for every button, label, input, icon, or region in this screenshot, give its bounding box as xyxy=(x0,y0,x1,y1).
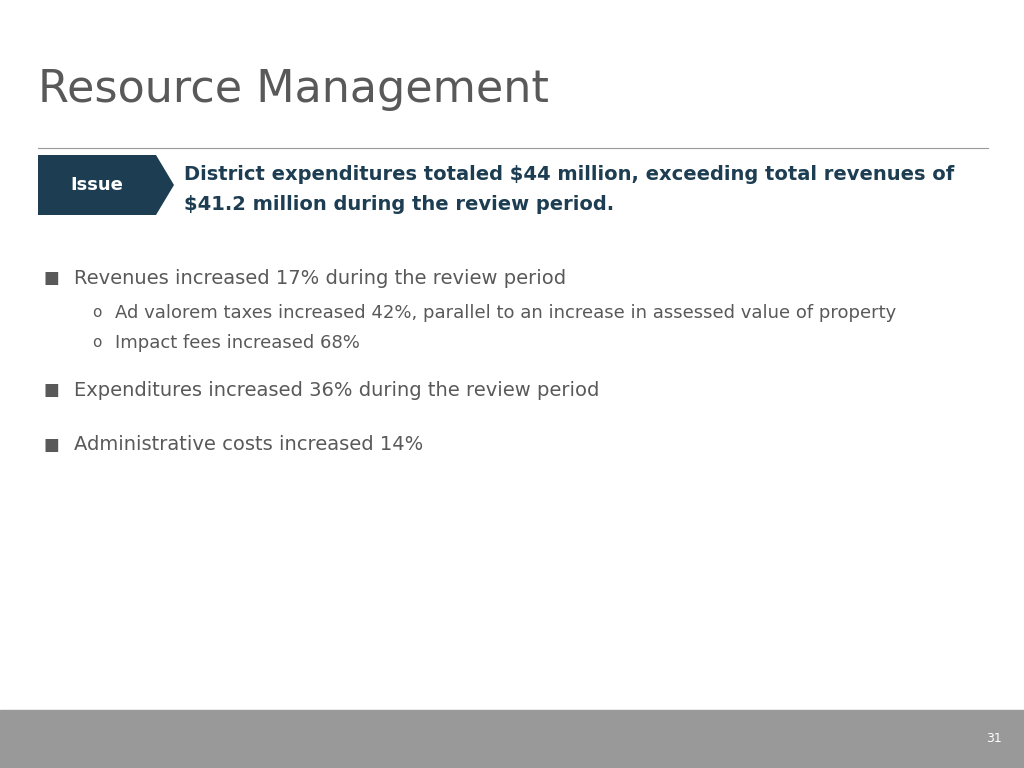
Text: Ad valorem taxes increased 42%, parallel to an increase in assessed value of pro: Ad valorem taxes increased 42%, parallel… xyxy=(115,304,896,322)
Text: $41.2 million during the review period.: $41.2 million during the review period. xyxy=(184,196,614,214)
Text: Resource Management: Resource Management xyxy=(38,68,549,111)
Text: ■: ■ xyxy=(43,436,58,454)
Text: Impact fees increased 68%: Impact fees increased 68% xyxy=(115,334,359,352)
Text: Revenues increased 17% during the review period: Revenues increased 17% during the review… xyxy=(74,269,566,287)
Text: Issue: Issue xyxy=(71,176,124,194)
Text: Administrative costs increased 14%: Administrative costs increased 14% xyxy=(74,435,423,455)
Text: 31: 31 xyxy=(986,733,1001,746)
Text: Expenditures increased 36% during the review period: Expenditures increased 36% during the re… xyxy=(74,380,599,399)
Text: ■: ■ xyxy=(43,269,58,287)
Text: ■: ■ xyxy=(43,381,58,399)
Text: District expenditures totaled $44 million, exceeding total revenues of: District expenditures totaled $44 millio… xyxy=(184,165,954,184)
Text: o: o xyxy=(92,306,101,320)
Text: o: o xyxy=(92,336,101,350)
